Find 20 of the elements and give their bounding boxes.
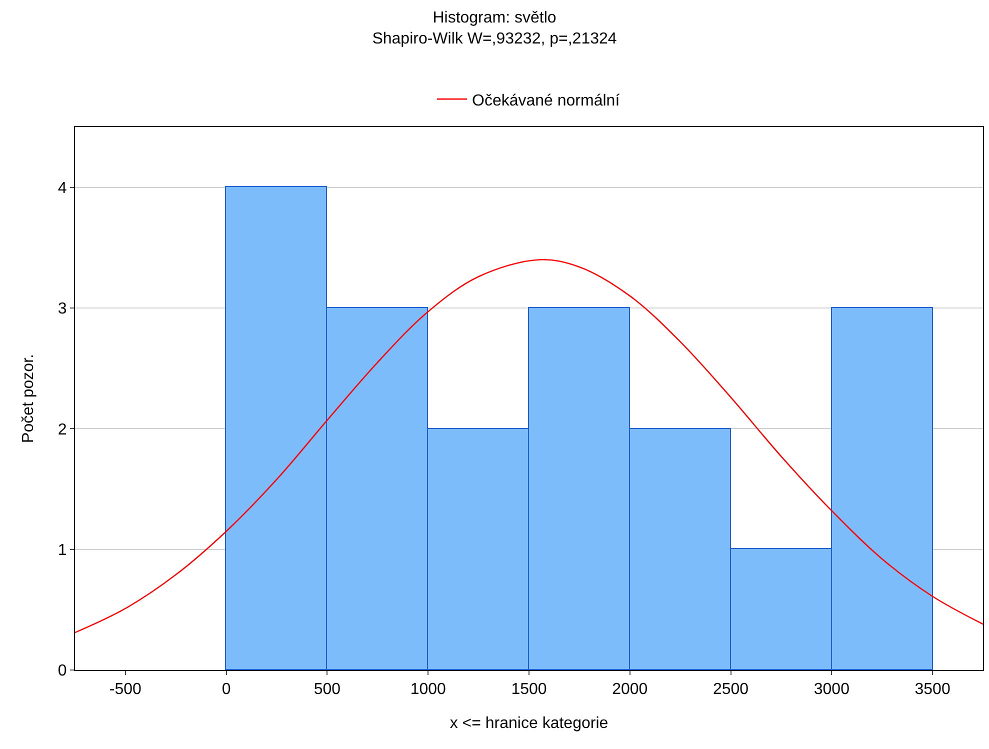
x-tick-label: -500 [109,681,142,698]
x-tick-label: 2000 [612,681,648,698]
line-series [75,259,983,634]
y-tick-label: 3 [58,300,67,318]
chart-title: Histogram: světlo [432,9,556,26]
y-tick-label: 0 [58,662,67,680]
x-tick-label: 0 [222,681,231,698]
y-tick-label: 2 [58,421,67,438]
y-tick-label: 1 [58,542,67,559]
y-tick-label: 4 [58,180,67,197]
x-tick-label: 3000 [814,681,850,698]
x-tick-label: 500 [314,681,341,698]
chart-subtitle: Shapiro-Wilk W=,93232, p=,21324 [372,30,617,48]
x-tick-label: 1500 [511,681,547,698]
x-tick-label: 2500 [712,681,749,698]
x-tick-label: 1000 [410,681,446,698]
legend-label: Očekávané normální [472,92,620,110]
x-tick-label: 3500 [914,681,950,698]
y-axis-title: Počet pozor. [20,354,37,443]
x-axis-title: x <= hranice kategorie [450,715,608,732]
